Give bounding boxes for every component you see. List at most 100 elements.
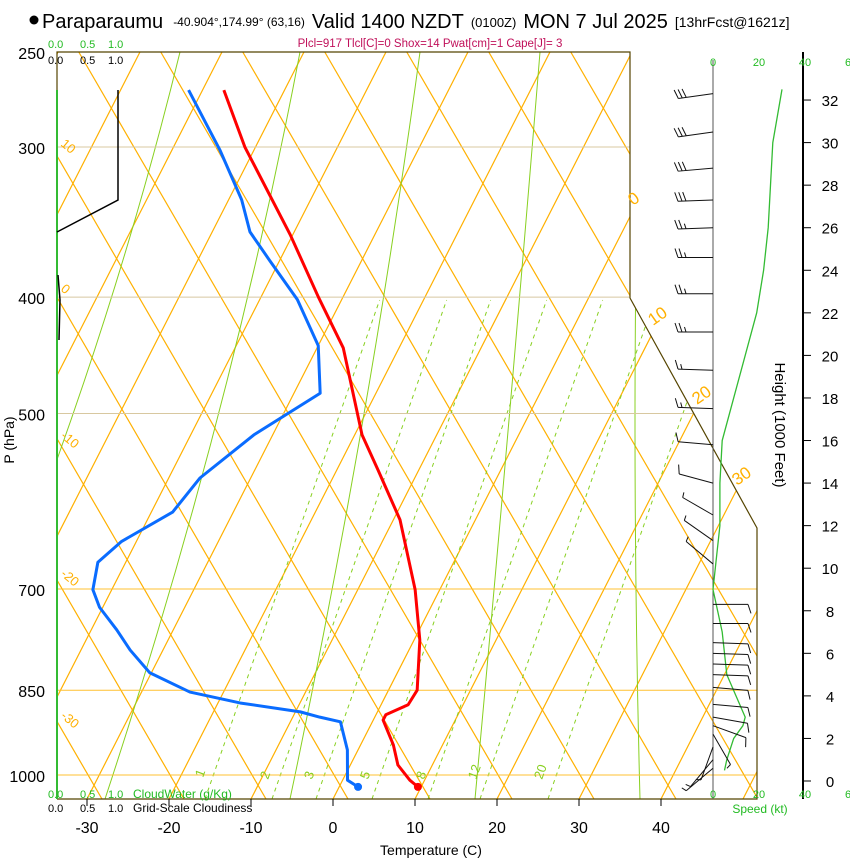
wind-barb-feather	[678, 192, 683, 202]
wind-barb-shaft	[685, 767, 714, 792]
height-tick-label: 18	[822, 391, 839, 408]
speed-tick-bottom: 0	[710, 789, 716, 801]
wind-barb	[712, 642, 752, 654]
wind-barb-half-feather	[684, 326, 687, 333]
wind-barb	[712, 663, 752, 675]
temperature-tick-label: 30	[570, 820, 588, 837]
station-coords: -40.904°,174.99° (63,16)	[173, 15, 305, 29]
mixing-ratio-label: 5	[357, 769, 374, 781]
wind-barb	[674, 322, 713, 333]
wind-barb	[674, 191, 714, 202]
pressure-tick-label: 500	[18, 407, 45, 424]
wind-barb-feather	[747, 665, 752, 675]
cloudiness-profile	[57, 274, 61, 341]
wind-barb	[674, 398, 714, 410]
mixing-ratio-label: 12	[465, 762, 484, 781]
wind-barb	[712, 686, 751, 700]
wind-barb-feather	[746, 723, 750, 733]
mixing-ratio-line	[371, 299, 548, 799]
wind-barb-shaft	[712, 686, 748, 691]
speed-tick-top: 6	[845, 57, 850, 69]
wind-barb-shaft	[682, 497, 714, 516]
isotherm-label: 0	[58, 281, 73, 297]
wind-barb-feather	[678, 219, 683, 229]
wind-barb-feather	[675, 432, 679, 442]
moist-adiabat-line	[289, 52, 421, 799]
cloudiness-tick-top: 0.5	[80, 55, 95, 67]
wind-barb-feather	[681, 88, 687, 98]
dry-adiabat-line	[324, 52, 757, 799]
wind-barb-half-feather	[681, 787, 687, 792]
height-tick-label: 20	[822, 348, 839, 365]
height-tick-label: 10	[822, 561, 839, 578]
wind-barb	[674, 284, 713, 295]
wind-barb-feather	[747, 707, 751, 717]
mixing-ratio-line	[204, 299, 381, 799]
cloudiness-tick-bottom: 1.0	[108, 803, 123, 815]
dry-adiabat-line	[817, 52, 850, 799]
wind-barb-half-feather	[683, 515, 687, 521]
cloudwater-tick-bottom: 1.0	[108, 789, 123, 801]
cloudiness-tick-bottom: 0.0	[48, 803, 63, 815]
moist-adiabat-line	[760, 52, 825, 799]
indices-line: Plcl=917 Tlcl[C]=0 Shox=14 Pwat[cm]=1 Ca…	[298, 38, 563, 50]
wind-barb-feather	[681, 161, 687, 171]
wind-barb-shaft	[712, 725, 747, 739]
wind-barb	[674, 248, 713, 259]
temperature-tick-label: -20	[157, 820, 180, 837]
dry-adiabat-line	[57, 52, 267, 799]
mixing-ratio-label: 1	[192, 767, 209, 779]
wind-barb-feather	[747, 654, 752, 664]
wind-barb	[685, 536, 714, 565]
wind-barb-shaft	[690, 759, 714, 787]
plot-frame	[56, 51, 758, 800]
wind-barb-shaft	[700, 746, 714, 781]
dry-adiabat-line	[734, 52, 757, 799]
wind-barb-shaft	[678, 131, 714, 138]
x-axis-title: Temperature (C)	[380, 842, 482, 858]
wind-barb-shaft	[678, 441, 714, 446]
height-tick-label: 16	[822, 434, 839, 451]
wind-barb-feather	[674, 248, 679, 258]
wind-barb-feather	[747, 690, 751, 700]
moist-adiabat-line	[57, 52, 181, 799]
cloudiness-tick-top: 0.0	[48, 55, 63, 67]
wind-barb-shaft	[712, 642, 748, 645]
wind-barb	[712, 652, 752, 664]
pressure-tick-label: 1000	[9, 769, 45, 786]
wind-barb-feather	[674, 219, 679, 230]
wind-barb	[712, 674, 752, 686]
cloudwater-tick-top: 1.0	[108, 39, 123, 51]
height-tick-label: 0	[826, 774, 834, 791]
temperature-tick-label: -30	[75, 820, 98, 837]
wind-barb-feather	[673, 89, 679, 99]
dry-adiabat-line	[242, 52, 677, 799]
wind-barb	[673, 161, 714, 172]
height-tick-label: 14	[822, 476, 839, 493]
valid-date: MON 7 Jul 2025	[523, 11, 668, 33]
height-tick-label: 4	[826, 689, 834, 706]
temperature-tick-label: 0	[329, 820, 338, 837]
height-tick-label: 2	[826, 731, 834, 748]
temperature-tick-label: -10	[239, 820, 262, 837]
dewpoint-line	[91, 89, 359, 789]
isotherm-line	[742, 52, 757, 799]
isotherm-line	[250, 52, 633, 799]
dry-adiabat-line	[652, 52, 757, 799]
wind-barb-feather	[747, 643, 752, 654]
wind-barb-feather	[678, 284, 683, 294]
wind-barb-feather	[674, 322, 679, 333]
wind-barb	[683, 515, 714, 541]
dry-adiabat-line	[78, 52, 513, 799]
wind-barb-shaft	[712, 674, 748, 677]
wind-barb	[673, 88, 714, 100]
wind-panel: 0246810121416182022242628303200202040406…	[673, 52, 850, 801]
wind-barb	[713, 603, 752, 614]
wind-barb-half-feather	[680, 402, 683, 408]
isotherm-line	[496, 52, 757, 799]
wind-barb-half-feather	[726, 764, 731, 769]
wind-barb-feather	[674, 398, 679, 408]
temperature-line	[222, 89, 422, 789]
wind-barb-half-feather	[680, 364, 683, 370]
wind-barb	[681, 767, 714, 792]
